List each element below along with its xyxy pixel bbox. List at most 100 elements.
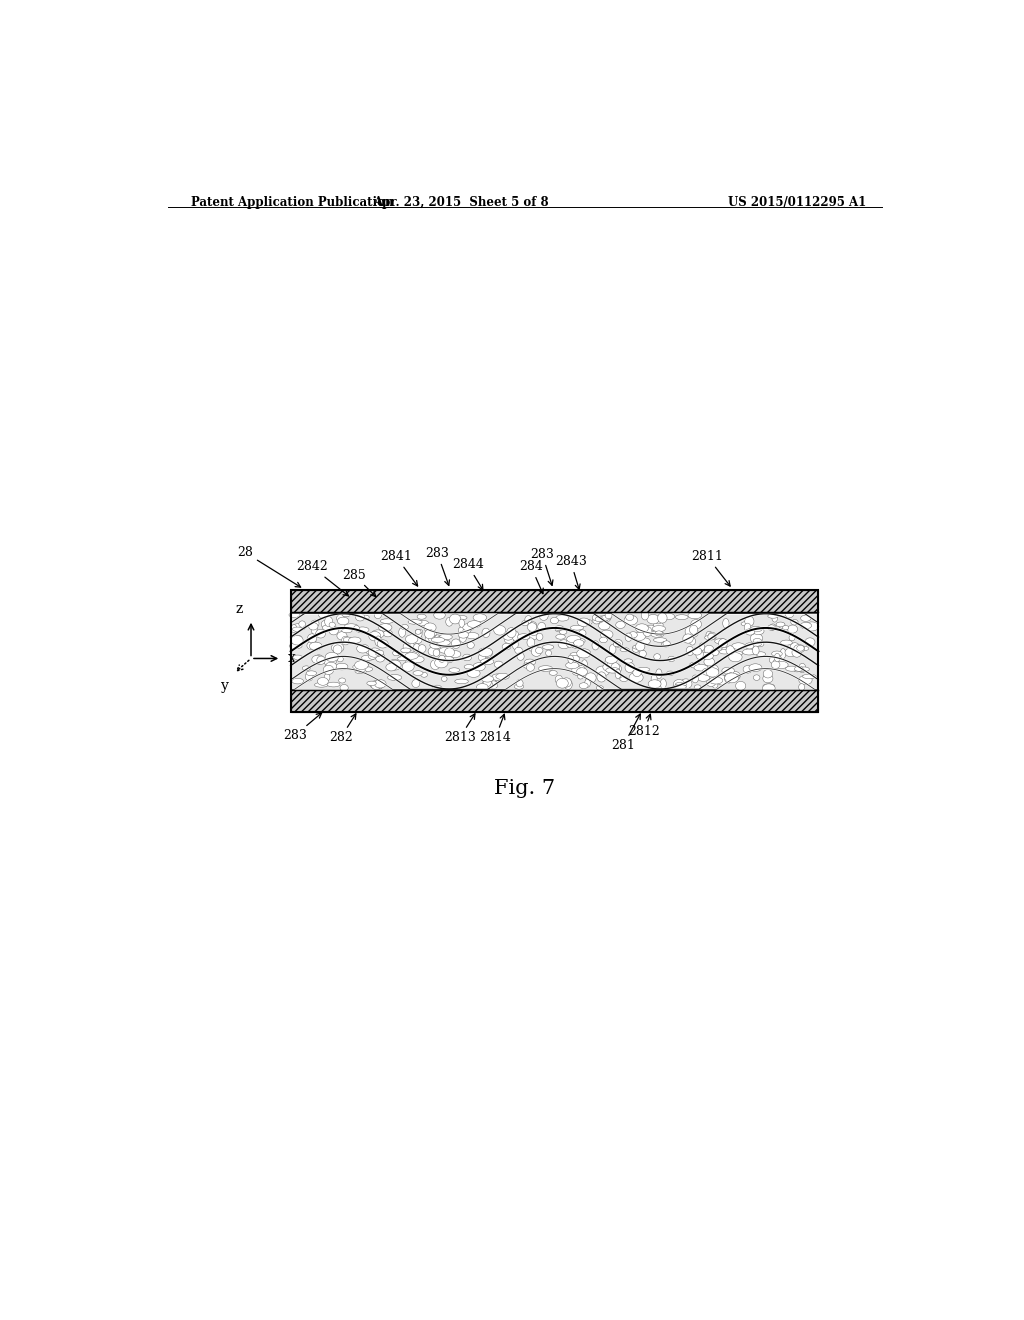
Ellipse shape [655,669,663,678]
Ellipse shape [398,627,406,638]
Ellipse shape [776,622,785,627]
Ellipse shape [652,626,666,632]
Ellipse shape [785,667,798,671]
Ellipse shape [356,668,366,672]
Ellipse shape [361,660,370,665]
Ellipse shape [648,680,662,688]
Bar [291,612,818,690]
Ellipse shape [463,623,474,631]
Ellipse shape [375,649,384,656]
Ellipse shape [709,677,723,684]
Ellipse shape [291,635,303,645]
Ellipse shape [416,630,421,635]
Ellipse shape [406,659,416,667]
Ellipse shape [489,681,498,689]
Ellipse shape [638,638,650,644]
Ellipse shape [314,682,329,688]
Ellipse shape [340,685,348,692]
Ellipse shape [483,648,493,657]
Ellipse shape [325,673,330,681]
Ellipse shape [329,622,335,627]
Ellipse shape [719,675,726,681]
Ellipse shape [311,620,319,627]
Ellipse shape [359,615,370,619]
Ellipse shape [427,630,436,636]
Ellipse shape [653,653,660,660]
Ellipse shape [529,622,537,630]
Ellipse shape [369,681,379,686]
Ellipse shape [436,639,445,647]
Ellipse shape [327,682,340,686]
Ellipse shape [599,638,607,643]
Ellipse shape [613,639,623,647]
Ellipse shape [692,675,698,682]
Bar [291,590,818,713]
Ellipse shape [564,680,572,689]
Ellipse shape [507,627,516,638]
Ellipse shape [662,642,670,647]
Ellipse shape [550,618,558,624]
Text: 2811: 2811 [691,550,730,586]
Ellipse shape [529,630,538,635]
Ellipse shape [430,660,440,669]
Ellipse shape [730,651,742,656]
Ellipse shape [295,635,302,642]
Ellipse shape [635,624,648,632]
Ellipse shape [398,653,412,657]
Ellipse shape [354,661,369,669]
Ellipse shape [621,648,629,652]
Ellipse shape [536,647,543,653]
Ellipse shape [538,623,546,631]
Ellipse shape [667,671,674,676]
Ellipse shape [515,647,522,653]
Ellipse shape [615,622,626,628]
Ellipse shape [741,622,753,626]
Ellipse shape [315,630,326,638]
Ellipse shape [380,619,394,623]
Ellipse shape [719,639,727,648]
Ellipse shape [629,632,637,638]
Ellipse shape [688,612,701,619]
Ellipse shape [791,619,798,624]
Ellipse shape [606,668,620,673]
Ellipse shape [323,624,333,631]
Ellipse shape [416,630,423,634]
Ellipse shape [324,659,336,665]
Ellipse shape [780,648,785,659]
Ellipse shape [322,620,328,628]
Ellipse shape [609,644,616,655]
Ellipse shape [417,648,424,652]
Text: 283: 283 [283,713,322,742]
Ellipse shape [414,644,420,652]
Ellipse shape [416,631,422,638]
Ellipse shape [555,676,562,684]
Ellipse shape [376,653,385,663]
Ellipse shape [308,642,318,647]
Ellipse shape [578,618,590,627]
Ellipse shape [653,622,664,628]
Ellipse shape [400,648,411,652]
Ellipse shape [725,673,738,682]
Ellipse shape [546,649,552,656]
Ellipse shape [774,653,780,661]
Ellipse shape [406,635,418,644]
Ellipse shape [625,634,632,642]
Ellipse shape [337,656,343,661]
Ellipse shape [751,642,762,647]
Ellipse shape [620,677,628,681]
Ellipse shape [318,612,329,618]
Ellipse shape [558,640,570,648]
Ellipse shape [596,667,610,676]
Ellipse shape [791,643,800,649]
Ellipse shape [317,677,329,685]
Ellipse shape [386,664,396,671]
Ellipse shape [795,667,804,672]
Ellipse shape [431,638,444,643]
Ellipse shape [705,645,714,655]
Ellipse shape [366,648,377,655]
Ellipse shape [633,644,644,649]
Ellipse shape [460,635,466,643]
Ellipse shape [775,661,788,669]
Ellipse shape [302,665,310,671]
Ellipse shape [326,663,337,671]
